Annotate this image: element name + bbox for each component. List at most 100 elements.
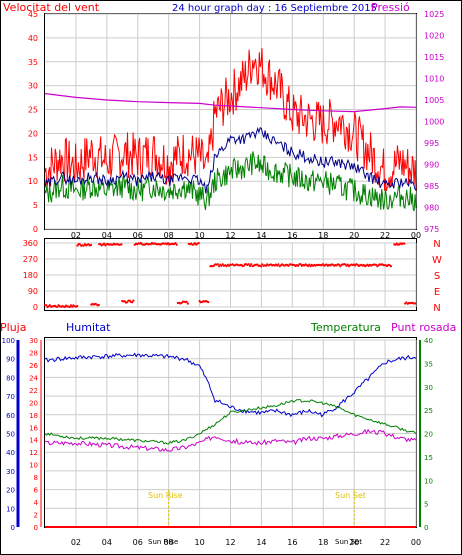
- x-tick-label: 16: [287, 231, 297, 240]
- x-tick-label: 00: [411, 538, 421, 547]
- x-tick-label: 10: [194, 538, 204, 547]
- x-tick-label: 12: [225, 231, 235, 240]
- x-tick-label: 06: [133, 231, 143, 240]
- direction-point: [297, 264, 300, 267]
- y2-tick-label: 975: [424, 225, 439, 234]
- direction-point: [220, 264, 223, 267]
- compass-label: N: [433, 239, 440, 250]
- y-tick-label: 15: [28, 153, 38, 162]
- sunrise-bottom-label: Sun Rise: [148, 538, 178, 546]
- direction-point: [76, 304, 79, 308]
- direction-point: [185, 300, 188, 303]
- y-tick-label: 10: [28, 177, 38, 186]
- humidity-tick-label: 10: [6, 505, 15, 513]
- direction-point: [248, 264, 252, 268]
- y2-tick-label: 1020: [424, 32, 444, 41]
- humidity-tick-label: 70: [6, 393, 15, 401]
- direction-point: [389, 265, 393, 268]
- humidity-tick-label: 30: [6, 468, 15, 476]
- temperature-tick-label: 25: [424, 407, 433, 415]
- x-tick-label: 08: [164, 231, 174, 240]
- direction-point: [68, 305, 71, 309]
- direction-tick-label: 90: [28, 287, 38, 296]
- y-tick-label: 25: [28, 106, 38, 115]
- x-tick-label: 14: [256, 231, 266, 240]
- direction-point: [120, 243, 123, 246]
- x-tick-label: 20: [349, 538, 359, 547]
- x-tick-label: 20: [349, 231, 359, 240]
- direction-point: [174, 242, 177, 245]
- compass-label: E: [434, 287, 440, 298]
- rain-tick-label: 24: [29, 374, 38, 382]
- x-tick-label: 00: [411, 231, 421, 240]
- direction-point: [97, 303, 100, 307]
- series-layer: [43, 48, 417, 528]
- compass-label: S: [434, 271, 440, 282]
- compass-label: N: [433, 303, 440, 314]
- temperature-tick-label: 30: [424, 384, 433, 392]
- humidity-tick-label: 50: [6, 431, 15, 439]
- direction-point: [337, 263, 341, 266]
- direction-point: [82, 244, 85, 247]
- direction-tick-label: 0: [33, 303, 38, 312]
- direction-point: [90, 243, 93, 247]
- temperature-tick-label: 40: [424, 337, 433, 345]
- direction-tick-label: 270: [23, 255, 38, 264]
- humidity-tick-label: 20: [6, 487, 15, 495]
- y-tick-label: 0: [33, 225, 38, 234]
- x-tick-label: 16: [287, 538, 297, 547]
- direction-point: [186, 302, 189, 305]
- x-tick-label: 10: [194, 231, 204, 240]
- direction-point: [126, 301, 129, 304]
- sunset-bottom-label: Sun Set: [335, 538, 362, 546]
- x-tick-label: 06: [133, 538, 143, 547]
- direction-point: [221, 263, 224, 266]
- direction-tick-label: 360: [23, 239, 38, 248]
- direction-point: [197, 241, 200, 245]
- direction-point: [403, 242, 406, 245]
- x-tick-label: 02: [71, 231, 81, 240]
- direction-point: [175, 243, 178, 246]
- dewpoint-series-line: [44, 428, 417, 452]
- x-tick-label: 22: [380, 231, 390, 240]
- sunset-label: Sun Set: [335, 491, 366, 500]
- wind-avg-series-line: [44, 127, 417, 194]
- axis-layer: 0202040406060808101012121414161618182020…: [2, 10, 445, 547]
- humidity-tick-label: 0: [11, 524, 15, 532]
- rain-tick-label: 22: [29, 387, 38, 395]
- y2-tick-label: 1025: [424, 10, 444, 19]
- y2-tick-label: 990: [424, 161, 439, 170]
- humidity-tick-label: 90: [6, 356, 15, 364]
- direction-point: [56, 305, 59, 308]
- y2-tick-label: 985: [424, 182, 439, 191]
- rain-tick-label: 30: [29, 337, 38, 345]
- direction-point: [247, 263, 250, 266]
- temperature-tick-label: 0: [424, 524, 428, 532]
- direction-point: [166, 242, 170, 245]
- direction-tick-label: 180: [23, 271, 38, 280]
- direction-point: [207, 301, 210, 304]
- rain-tick-label: 0: [34, 524, 38, 532]
- rain-tick-label: 28: [29, 349, 38, 357]
- rain-tick-label: 26: [29, 362, 38, 370]
- y2-tick-label: 1010: [424, 75, 444, 84]
- y-tick-label: 20: [28, 129, 38, 138]
- x-tick-label: 18: [318, 231, 328, 240]
- direction-point: [250, 263, 253, 266]
- direction-point: [321, 263, 324, 266]
- direction-point: [193, 242, 196, 245]
- humidity-tick-label: 100: [2, 337, 15, 345]
- direction-point: [261, 263, 264, 266]
- compass-label: W: [432, 255, 442, 266]
- y-tick-label: 30: [28, 82, 38, 91]
- x-tick-label: 18: [318, 538, 328, 547]
- x-tick-label: 12: [225, 538, 235, 547]
- temperature-tick-label: 15: [424, 454, 433, 462]
- gust-series-line: [44, 48, 417, 192]
- direction-point: [132, 299, 135, 302]
- y-tick-label: 35: [28, 58, 38, 67]
- x-tick-label: 08: [164, 538, 174, 547]
- temperature-legend: Temperatura: [310, 321, 381, 334]
- direction-point: [48, 304, 52, 307]
